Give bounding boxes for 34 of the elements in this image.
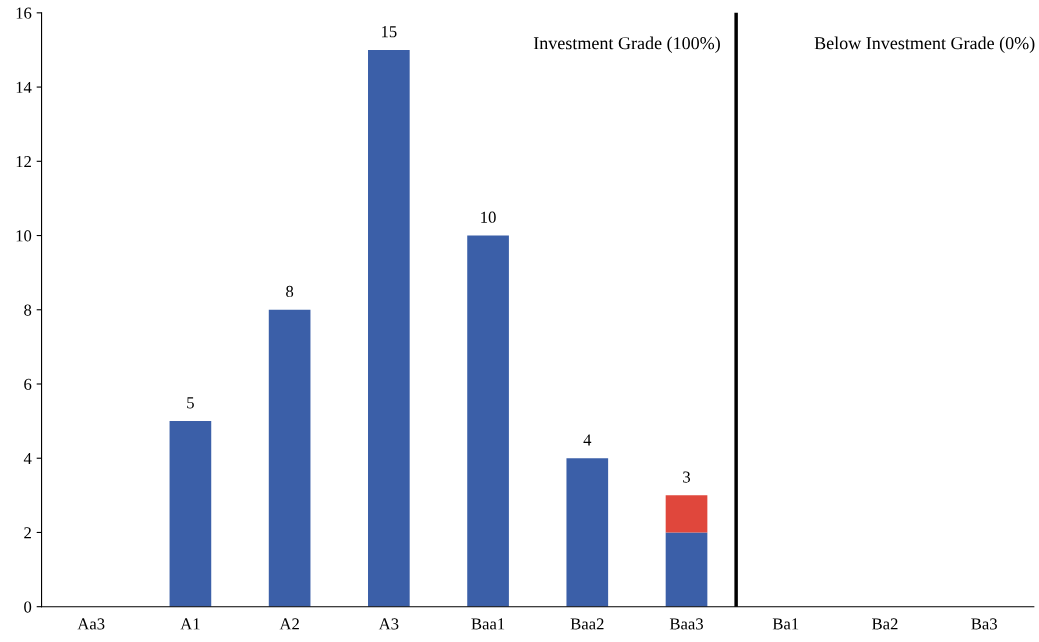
x-tick-label: Baa2 — [570, 618, 604, 630]
total-label: 10 — [481, 211, 496, 223]
y-tick-label: 10 — [16, 230, 32, 242]
x-tick-label: Baa3 — [669, 618, 703, 630]
total-label: 8 — [286, 285, 294, 298]
x-tick-label: A2 — [279, 618, 299, 630]
bar — [665, 532, 708, 607]
y-tick-label: 0 — [24, 601, 32, 613]
y-tick-label: 14 — [16, 81, 32, 93]
x-tick-label: Aa3 — [77, 618, 105, 630]
y-tick-label: 2 — [24, 527, 31, 539]
x-tick-label: A1 — [180, 618, 200, 630]
x-tick-label: A3 — [378, 618, 399, 630]
bar — [169, 421, 212, 607]
y-tick-label: 4 — [23, 453, 32, 465]
x-tick-label: Ba3 — [971, 618, 997, 630]
annotation: Investment Grade (100%) — [533, 36, 720, 53]
bar — [467, 235, 509, 607]
y-tick-label: 16 — [16, 7, 32, 19]
y-tick-label: 6 — [24, 378, 32, 390]
y-tick-label: 8 — [24, 304, 32, 316]
annotation: Below Investment Grade (0%) — [814, 36, 1035, 53]
x-tick-label: Baa1 — [471, 618, 505, 630]
total-label: 15 — [381, 26, 397, 38]
y-tick-label: 12 — [16, 156, 31, 168]
total-label: 3 — [683, 471, 691, 483]
bar — [665, 495, 708, 533]
total-label: 4 — [583, 434, 592, 446]
total-label: 5 — [187, 397, 194, 409]
bar — [368, 49, 410, 607]
x-tick-label: Ba2 — [872, 618, 898, 630]
bar — [268, 309, 311, 607]
x-tick-label: Ba1 — [772, 618, 799, 630]
bar — [566, 458, 609, 607]
